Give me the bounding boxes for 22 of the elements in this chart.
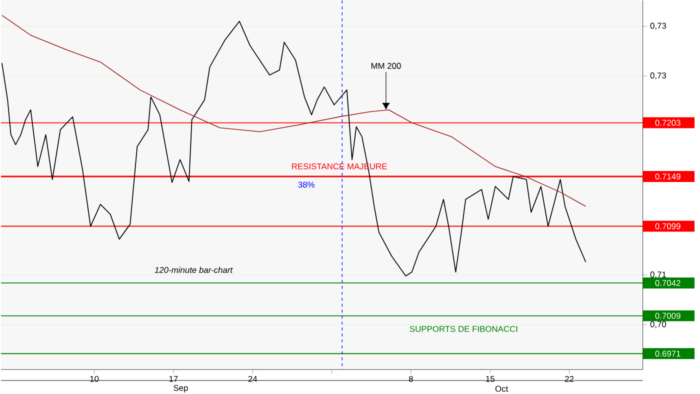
annotation: MM 200	[371, 63, 401, 70]
x-tick-label: 8	[408, 376, 413, 382]
text: Oct	[495, 386, 508, 392]
ref-line-label: 0.7099	[655, 224, 680, 230]
y-tick-label: 0,71	[650, 272, 666, 279]
text: Sep	[174, 385, 188, 393]
ref-line-label: 0.7042	[655, 280, 680, 286]
annotation: 120-minute bar-chart	[154, 266, 233, 274]
ref-line-label: 0.6971	[655, 350, 680, 357]
x-tick-label: 22	[565, 376, 574, 382]
ref-line-label: 0.7009	[655, 313, 680, 320]
ref-line-label: 0.7149	[655, 174, 680, 180]
annotation: SUPPORTS DE FIBONACCI	[410, 326, 518, 332]
y-tick-label: 0,73	[650, 23, 666, 30]
x-tick-label: 24	[248, 376, 258, 382]
ref-line-label: 0.7203	[655, 120, 680, 126]
annotation: 38%	[298, 182, 314, 188]
y-tick-label: 0,70	[650, 322, 666, 328]
y-tick-label: 0,73	[650, 72, 666, 80]
x-tick-label: 15	[486, 376, 494, 382]
x-tick-label: 10	[90, 376, 99, 382]
x-tick-label: 17	[169, 376, 178, 382]
